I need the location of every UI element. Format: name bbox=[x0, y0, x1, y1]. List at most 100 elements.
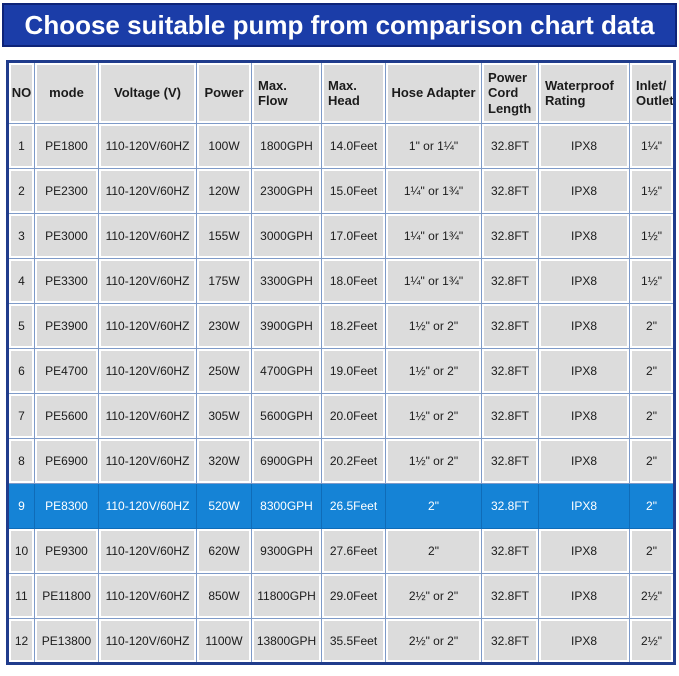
cell-no: 10 bbox=[7, 528, 35, 574]
cell-power: 305W bbox=[196, 393, 252, 439]
table-row: 7 PE5600 110-120V/60HZ 305W 5600GPH 20.0Feet 1… bbox=[7, 393, 675, 439]
column-header-waterproof_rating: Waterproof Rating bbox=[538, 61, 630, 124]
column-header-voltage: Voltage (V) bbox=[98, 61, 197, 124]
cell-power: 1100W bbox=[196, 618, 252, 664]
cell-hose_adapter: 1½" or 2" bbox=[385, 393, 482, 439]
cell-mode: PE3300 bbox=[34, 258, 99, 304]
cell-max_flow: 13800GPH bbox=[251, 618, 322, 664]
cell-max_head: 27.6Feet bbox=[321, 528, 386, 574]
cell-power_cord_length: 32.8FT bbox=[481, 573, 539, 619]
cell-max_flow: 3300GPH bbox=[251, 258, 322, 304]
cell-max_head: 29.0Feet bbox=[321, 573, 386, 619]
cell-max_flow: 4700GPH bbox=[251, 348, 322, 394]
cell-voltage: 110-120V/60HZ bbox=[98, 393, 197, 439]
cell-waterproof_rating: IPX8 bbox=[538, 123, 630, 169]
table-row: 4 PE3300 110-120V/60HZ 175W 3300GPH 18.0Feet 1… bbox=[7, 258, 675, 304]
cell-inlet_outlet: 2" bbox=[629, 393, 675, 439]
cell-no: 5 bbox=[7, 303, 35, 349]
cell-no: 4 bbox=[7, 258, 35, 304]
cell-voltage: 110-120V/60HZ bbox=[98, 483, 197, 529]
cell-voltage: 110-120V/60HZ bbox=[98, 573, 197, 619]
cell-waterproof_rating: IPX8 bbox=[538, 303, 630, 349]
cell-power_cord_length: 32.8FT bbox=[481, 348, 539, 394]
cell-power_cord_length: 32.8FT bbox=[481, 528, 539, 574]
cell-mode: PE5600 bbox=[34, 393, 99, 439]
cell-waterproof_rating: IPX8 bbox=[538, 528, 630, 574]
cell-mode: PE6900 bbox=[34, 438, 99, 484]
cell-waterproof_rating: IPX8 bbox=[538, 213, 630, 259]
cell-max_head: 15.0Feet bbox=[321, 168, 386, 214]
cell-max_flow: 3900GPH bbox=[251, 303, 322, 349]
cell-inlet_outlet: 2" bbox=[629, 528, 675, 574]
cell-power: 155W bbox=[196, 213, 252, 259]
cell-max_flow: 11800GPH bbox=[251, 573, 322, 619]
cell-hose_adapter: 1½" or 2" bbox=[385, 348, 482, 394]
cell-max_head: 19.0Feet bbox=[321, 348, 386, 394]
cell-voltage: 110-120V/60HZ bbox=[98, 528, 197, 574]
cell-waterproof_rating: IPX8 bbox=[538, 393, 630, 439]
cell-power_cord_length: 32.8FT bbox=[481, 168, 539, 214]
cell-inlet_outlet: 2" bbox=[629, 438, 675, 484]
cell-inlet_outlet: 1½" bbox=[629, 258, 675, 304]
cell-power_cord_length: 32.8FT bbox=[481, 618, 539, 664]
cell-no: 12 bbox=[7, 618, 35, 664]
cell-no: 3 bbox=[7, 213, 35, 259]
cell-no: 1 bbox=[7, 123, 35, 169]
cell-hose_adapter: 1¼" or 1¾" bbox=[385, 168, 482, 214]
column-header-mode: mode bbox=[34, 61, 99, 124]
column-header-no: NO bbox=[7, 61, 35, 124]
cell-hose_adapter: 2" bbox=[385, 528, 482, 574]
column-header-power_cord_length: Power Cord Length bbox=[481, 61, 539, 124]
cell-max_head: 14.0Feet bbox=[321, 123, 386, 169]
cell-voltage: 110-120V/60HZ bbox=[98, 258, 197, 304]
cell-no: 2 bbox=[7, 168, 35, 214]
cell-inlet_outlet: 2" bbox=[629, 348, 675, 394]
cell-mode: PE2300 bbox=[34, 168, 99, 214]
table-row: 10 PE9300 110-120V/60HZ 620W 9300GPH 27.6Feet… bbox=[7, 528, 675, 574]
cell-voltage: 110-120V/60HZ bbox=[98, 348, 197, 394]
cell-mode: PE8300 bbox=[34, 483, 99, 529]
cell-max_head: 18.2Feet bbox=[321, 303, 386, 349]
table-row: 1 PE1800 110-120V/60HZ 100W 1800GPH 14.0Feet 1… bbox=[7, 123, 675, 169]
cell-hose_adapter: 1¼" or 1¾" bbox=[385, 213, 482, 259]
column-header-max_flow: Max. Flow bbox=[251, 61, 322, 124]
cell-power_cord_length: 32.8FT bbox=[481, 438, 539, 484]
cell-waterproof_rating: IPX8 bbox=[538, 348, 630, 394]
cell-max_head: 17.0Feet bbox=[321, 213, 386, 259]
banner-title: Choose suitable pump from comparison cha… bbox=[24, 9, 655, 40]
cell-hose_adapter: 1" or 1¼" bbox=[385, 123, 482, 169]
header-row: NO mode Voltage (V) Power Max. Flow Max. Head… bbox=[7, 61, 675, 124]
cell-mode: PE4700 bbox=[34, 348, 99, 394]
cell-no: 11 bbox=[7, 573, 35, 619]
pump-comparison-section: NO mode Voltage (V) Power Max. Flow Max. Head… bbox=[6, 60, 676, 665]
column-header-hose_adapter: Hose Adapter bbox=[385, 61, 482, 124]
cell-max_flow: 8300GPH bbox=[251, 483, 322, 529]
cell-power: 520W bbox=[196, 483, 252, 529]
cell-power_cord_length: 32.8FT bbox=[481, 213, 539, 259]
cell-power_cord_length: 32.8FT bbox=[481, 393, 539, 439]
cell-power: 100W bbox=[196, 123, 252, 169]
table-body: 1 PE1800 110-120V/60HZ 100W 1800GPH 14.0Feet 1… bbox=[7, 123, 675, 664]
cell-power_cord_length: 32.8FT bbox=[481, 303, 539, 349]
table-row: 12 PE13800 110-120V/60HZ 1100W 13800GPH 35.5F… bbox=[7, 618, 675, 664]
cell-waterproof_rating: IPX8 bbox=[538, 573, 630, 619]
cell-no: 9 bbox=[7, 483, 35, 529]
cell-power: 320W bbox=[196, 438, 252, 484]
cell-power: 850W bbox=[196, 573, 252, 619]
table-row: 6 PE4700 110-120V/60HZ 250W 4700GPH 19.0Feet 1… bbox=[7, 348, 675, 394]
table-row: 3 PE3000 110-120V/60HZ 155W 3000GPH 17.0Feet 1… bbox=[7, 213, 675, 259]
cell-voltage: 110-120V/60HZ bbox=[98, 303, 197, 349]
cell-power_cord_length: 32.8FT bbox=[481, 258, 539, 304]
cell-hose_adapter: 1½" or 2" bbox=[385, 438, 482, 484]
cell-hose_adapter: 1¼" or 1¾" bbox=[385, 258, 482, 304]
cell-max_flow: 2300GPH bbox=[251, 168, 322, 214]
cell-no: 8 bbox=[7, 438, 35, 484]
cell-mode: PE3000 bbox=[34, 213, 99, 259]
cell-power: 230W bbox=[196, 303, 252, 349]
cell-inlet_outlet: 2" bbox=[629, 483, 675, 529]
cell-hose_adapter: 1½" or 2" bbox=[385, 303, 482, 349]
table-row: 11 PE11800 110-120V/60HZ 850W 11800GPH 29.0Fe… bbox=[7, 573, 675, 619]
cell-power: 120W bbox=[196, 168, 252, 214]
cell-max_flow: 1800GPH bbox=[251, 123, 322, 169]
cell-voltage: 110-120V/60HZ bbox=[98, 438, 197, 484]
